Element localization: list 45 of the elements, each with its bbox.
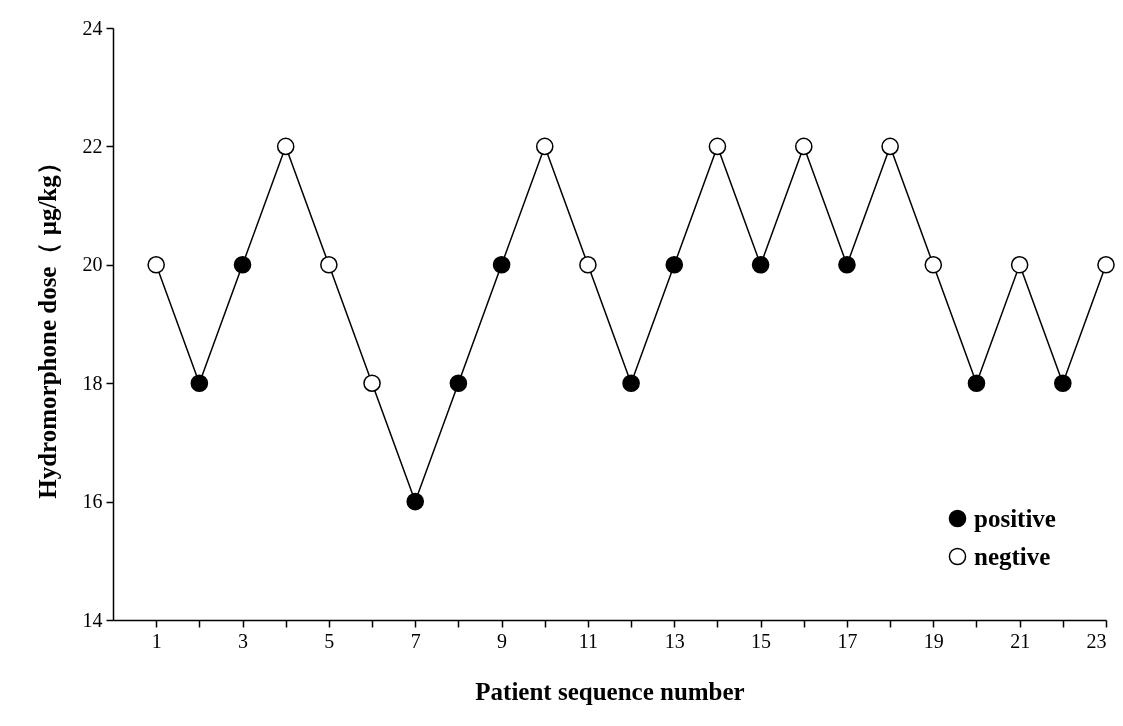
point [535,137,554,156]
x-tick-label: 21 [1010,629,1031,652]
x-tick-label: 23 [1086,629,1107,652]
y-axis-title: Hydromorphone dose（ μg/kg） [33,150,61,499]
point [233,256,252,274]
x-tick-label: 7 [410,629,421,652]
y-tick-label: 16 [82,490,103,513]
point [838,256,856,274]
point [492,256,511,274]
point [276,137,295,156]
point [1097,256,1115,274]
y-tick-label: 20 [82,253,103,276]
point [147,256,165,274]
x-tick-label: 11 [578,629,599,652]
x-axis-title: Patient sequence number [475,677,745,705]
point [449,374,468,392]
point [1010,256,1029,274]
point [794,137,813,156]
point [665,256,684,274]
x-tick-label: 15 [751,629,772,652]
x-tick-label: 3 [238,629,249,652]
point [708,137,727,156]
point [967,374,986,392]
y-tick-label: 18 [82,371,103,394]
point [190,374,209,392]
x-tick-label: 13 [664,629,685,652]
point [363,374,381,392]
point [1054,374,1072,392]
point [751,256,770,274]
point [924,256,943,274]
y-tick-label: 24 [82,16,103,39]
y-tick-label: 14 [82,608,103,631]
point [622,374,640,392]
legend-label: positive [974,504,1056,532]
x-tick-label: 5 [324,629,335,652]
x-tick-label: 17 [837,629,858,652]
point [881,137,899,156]
point [320,256,338,274]
point [579,256,597,274]
x-tick-label: 9 [497,629,508,652]
legend-label: negtive [974,542,1051,570]
point [406,492,425,511]
y-tick-label: 22 [82,134,103,157]
x-tick-label: 19 [923,629,944,652]
x-tick-label: 1 [151,629,162,652]
